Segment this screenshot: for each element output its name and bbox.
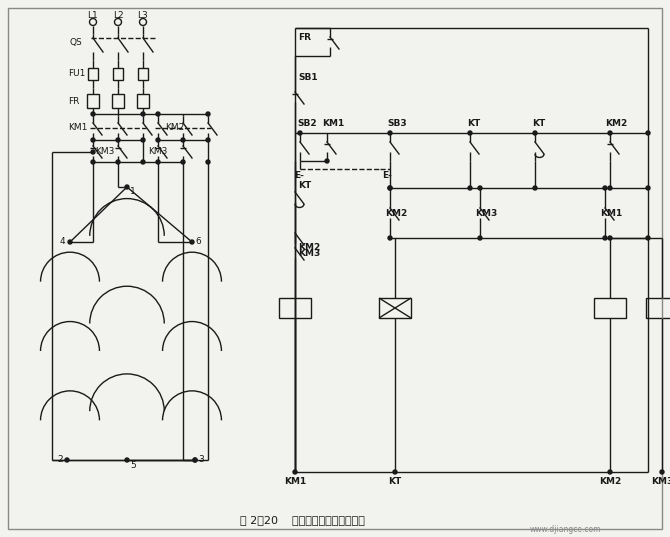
Circle shape [125, 458, 129, 462]
Bar [112, 94, 124, 108]
Circle shape [190, 240, 194, 244]
Bar [138, 68, 148, 80]
Circle shape [608, 236, 612, 240]
Text: KM3: KM3 [95, 147, 115, 156]
Circle shape [603, 186, 607, 190]
Circle shape [388, 131, 392, 135]
Text: KM3: KM3 [298, 249, 320, 258]
Circle shape [141, 138, 145, 142]
Circle shape [478, 236, 482, 240]
Text: KT: KT [389, 477, 401, 487]
Text: KM1: KM1 [600, 208, 622, 217]
Circle shape [181, 138, 185, 142]
Bar [88, 68, 98, 80]
Text: KM1: KM1 [68, 124, 87, 133]
Circle shape [156, 138, 160, 142]
Text: KM1: KM1 [284, 477, 306, 487]
Circle shape [646, 186, 650, 190]
Text: SB3: SB3 [387, 120, 407, 128]
Circle shape [141, 160, 145, 164]
Circle shape [206, 160, 210, 164]
Text: KT: KT [467, 120, 480, 128]
Circle shape [181, 160, 185, 164]
Circle shape [468, 131, 472, 135]
Text: FR: FR [298, 33, 311, 41]
Circle shape [478, 186, 482, 190]
Text: L3: L3 [137, 11, 148, 19]
Circle shape [293, 470, 297, 474]
Circle shape [388, 186, 392, 190]
Bar [646, 298, 670, 318]
Text: SB2: SB2 [297, 120, 317, 128]
Circle shape [533, 131, 537, 135]
Circle shape [193, 458, 197, 462]
Circle shape [325, 159, 329, 163]
Circle shape [646, 236, 650, 240]
Text: SB1: SB1 [298, 74, 318, 83]
Text: 1: 1 [130, 187, 136, 197]
Text: KM2: KM2 [298, 243, 320, 252]
Text: L1: L1 [88, 11, 98, 19]
Circle shape [125, 185, 129, 189]
Text: KT: KT [298, 180, 312, 190]
Bar [113, 68, 123, 80]
Text: KM2: KM2 [605, 120, 627, 128]
Circle shape [660, 470, 664, 474]
Text: L2: L2 [113, 11, 123, 19]
Circle shape [608, 186, 612, 190]
Circle shape [608, 470, 612, 474]
Text: KM3: KM3 [475, 208, 497, 217]
Circle shape [156, 112, 160, 116]
Text: FU1: FU1 [68, 69, 85, 78]
Circle shape [156, 160, 160, 164]
Text: KM3: KM3 [148, 147, 168, 156]
Circle shape [91, 160, 95, 164]
Circle shape [206, 112, 210, 116]
Circle shape [91, 112, 95, 116]
Text: KM3: KM3 [651, 477, 670, 487]
Circle shape [298, 131, 302, 135]
Text: KM2: KM2 [165, 124, 184, 133]
Text: 2: 2 [57, 455, 62, 465]
Circle shape [91, 138, 95, 142]
Text: KM2: KM2 [599, 477, 621, 487]
Circle shape [206, 138, 210, 142]
Circle shape [116, 160, 120, 164]
Text: 4: 4 [60, 237, 66, 246]
Text: QS: QS [70, 38, 83, 47]
Text: E-: E- [294, 171, 304, 180]
Bar [279, 298, 311, 318]
Circle shape [393, 470, 397, 474]
Circle shape [116, 138, 120, 142]
Text: KT: KT [532, 120, 545, 128]
Text: www.djiangce.com: www.djiangce.com [530, 526, 602, 534]
Text: 6: 6 [195, 237, 201, 246]
Circle shape [533, 186, 537, 190]
Bar [379, 298, 411, 318]
Bar [137, 94, 149, 108]
Circle shape [646, 131, 650, 135]
Bar [87, 94, 99, 108]
Text: 5: 5 [130, 461, 136, 470]
Circle shape [65, 458, 69, 462]
Circle shape [608, 131, 612, 135]
Circle shape [603, 236, 607, 240]
Circle shape [141, 112, 145, 116]
Bar [594, 298, 626, 318]
Text: FR: FR [68, 97, 79, 105]
Text: KM1: KM1 [322, 120, 344, 128]
Text: KM2: KM2 [385, 208, 407, 217]
Circle shape [388, 236, 392, 240]
Text: E-: E- [382, 171, 392, 180]
Circle shape [68, 240, 72, 244]
Circle shape [468, 186, 472, 190]
Circle shape [91, 150, 95, 154]
Circle shape [388, 186, 392, 190]
Circle shape [193, 458, 197, 462]
Text: 图 2－20    双速电动机调速控制线路: 图 2－20 双速电动机调速控制线路 [240, 515, 365, 525]
Text: 3: 3 [198, 455, 204, 465]
